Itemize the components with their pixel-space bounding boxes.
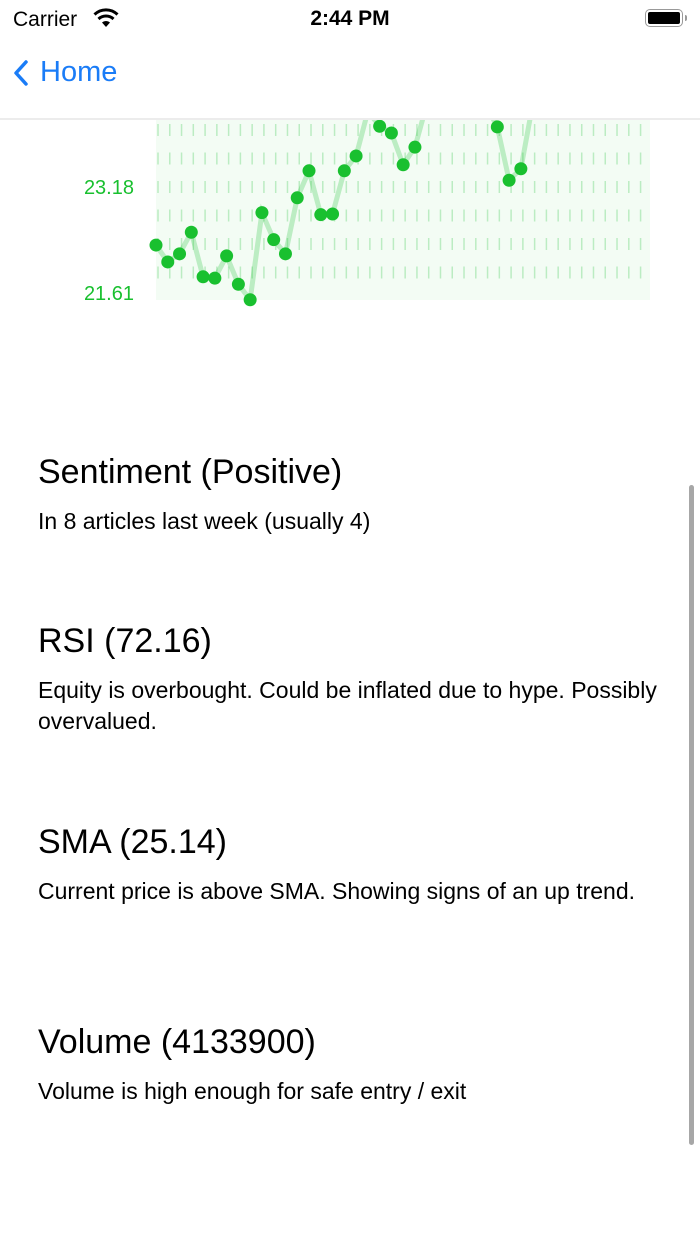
data-point (184, 225, 198, 239)
data-point (490, 120, 504, 134)
data-point (267, 233, 281, 247)
battery-icon (645, 9, 687, 27)
back-label: Home (40, 56, 118, 88)
data-point (408, 140, 422, 154)
y-tick-label: 21.61 (84, 283, 134, 305)
data-point (396, 158, 410, 172)
scrollbar[interactable] (689, 485, 694, 1145)
data-point (326, 207, 340, 221)
data-point (349, 149, 363, 163)
data-point (220, 249, 234, 263)
section-body: Equity is overbought. Could be inflated … (38, 677, 657, 734)
chart-grid (157, 124, 642, 279)
rsi-section: RSI (72.16) Equity is overbought. Could … (38, 621, 668, 737)
data-point (302, 164, 316, 178)
data-point (243, 293, 257, 307)
section-title: Sentiment (Positive) (38, 453, 343, 491)
volume-section: Volume (4133900) Volume is high enough f… (38, 1022, 668, 1107)
data-point (373, 119, 387, 133)
navigation-bar: Home (0, 40, 700, 120)
sentiment-section: Sentiment (Positive) In 8 articles last … (38, 452, 668, 537)
section-title: Volume (4133900) (38, 1023, 316, 1061)
data-point (290, 191, 304, 205)
section-title: SMA (25.14) (38, 823, 227, 861)
chart-fill (156, 118, 650, 300)
price-chart: 21.61 23.18 (84, 77, 650, 307)
data-point (173, 247, 187, 261)
section-title: RSI (72.16) (38, 622, 212, 660)
data-point (161, 255, 175, 269)
data-point (196, 270, 210, 284)
section-body: In 8 articles last week (usually 4) (38, 508, 371, 534)
data-point (337, 164, 351, 178)
data-point (502, 173, 516, 187)
data-point (314, 208, 328, 222)
section-body: Current price is above SMA. Showing sign… (38, 878, 636, 904)
back-button[interactable]: Home (14, 56, 117, 89)
status-bar: Carrier 2:44 PM (0, 0, 700, 40)
y-tick-label: 23.18 (84, 177, 134, 199)
section-body: Volume is high enough for safe entry / e… (38, 1078, 467, 1104)
data-point (149, 238, 163, 252)
data-point (255, 206, 269, 220)
data-point (384, 126, 398, 140)
carrier-label: Carrier (13, 8, 78, 31)
wifi-icon (92, 8, 120, 33)
data-point (514, 162, 528, 176)
data-point (208, 271, 222, 285)
data-point (231, 277, 245, 291)
chevron-left-icon (14, 59, 28, 86)
clock: 2:44 PM (310, 7, 390, 30)
sma-section: SMA (25.14) Current price is above SMA. … (38, 822, 668, 907)
data-point (278, 247, 292, 261)
